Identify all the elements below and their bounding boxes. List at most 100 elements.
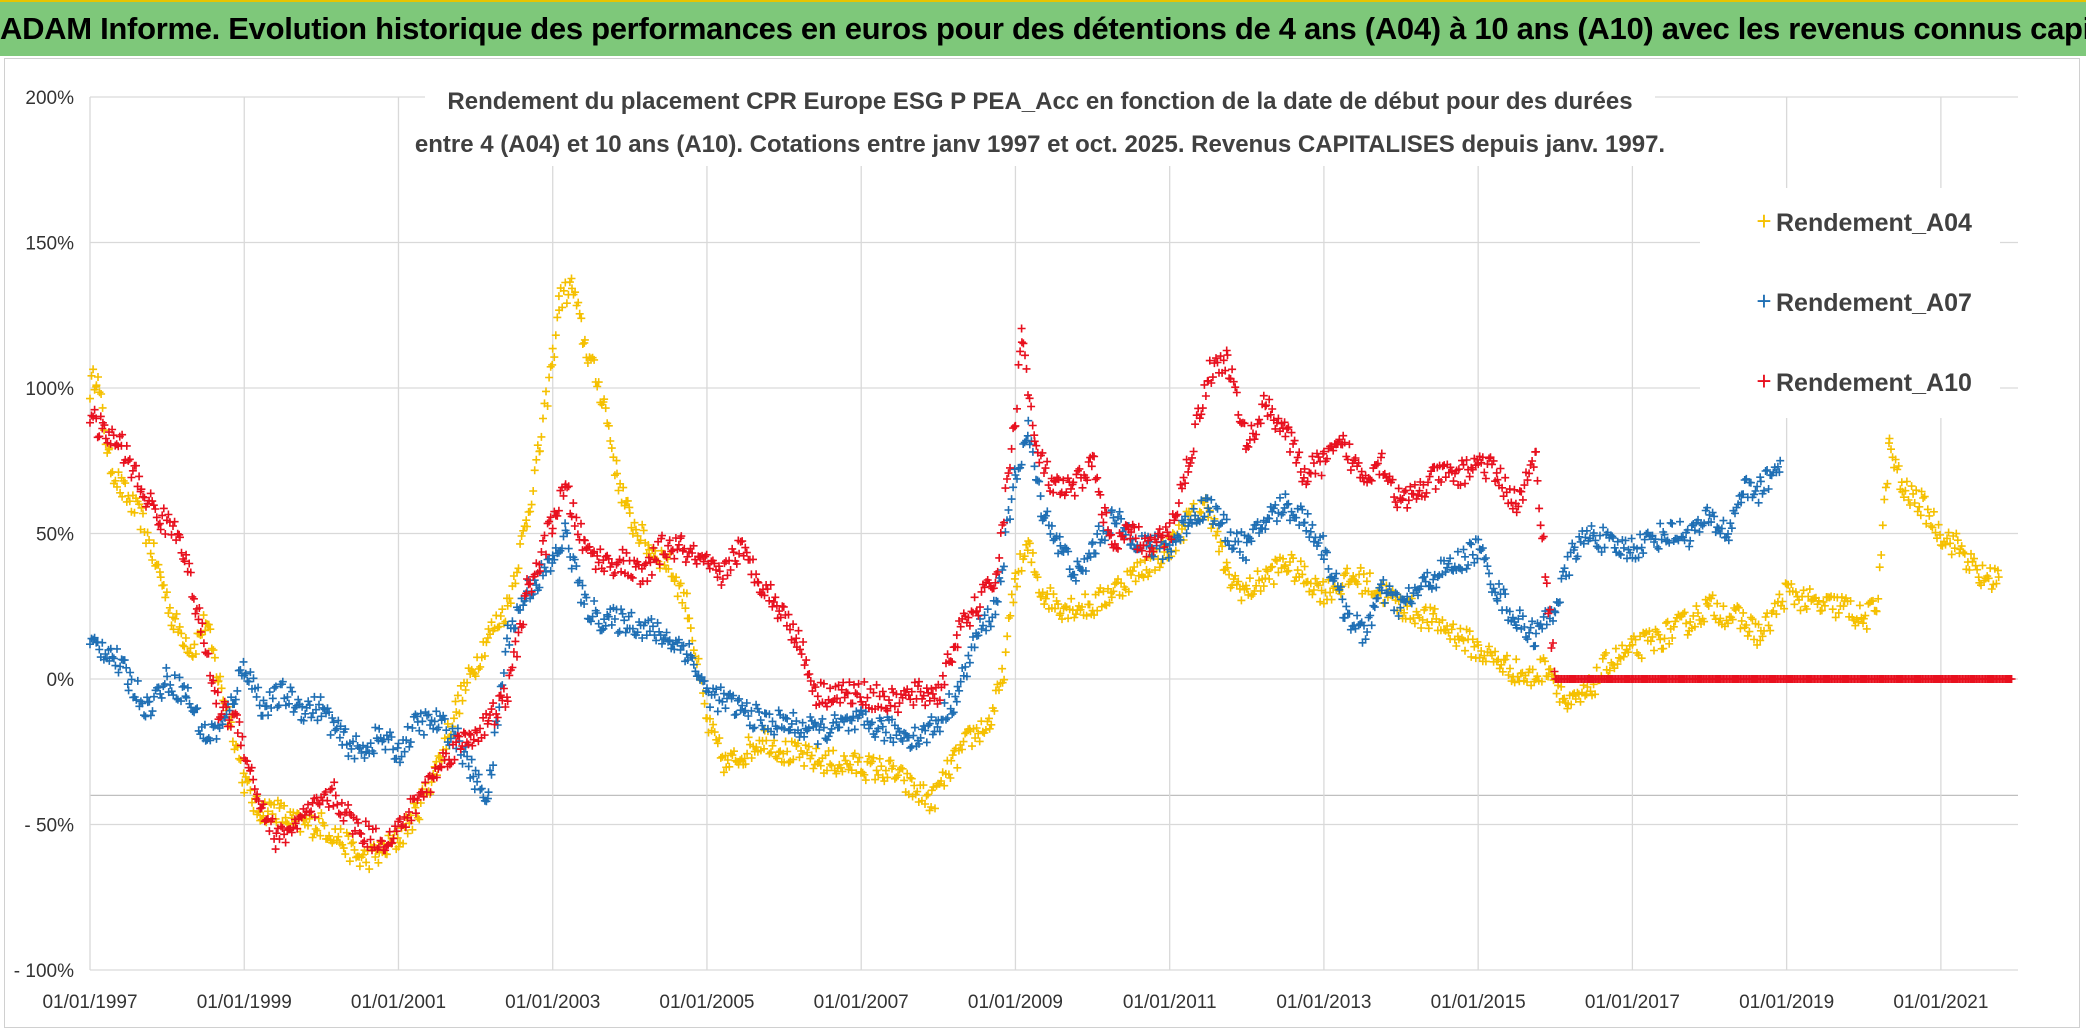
data-point: [816, 761, 825, 770]
data-point: [254, 683, 263, 692]
data-point: [1025, 394, 1034, 403]
data-point: [578, 581, 587, 590]
data-point: [359, 850, 367, 859]
data-point: [1081, 590, 1090, 599]
data-point: [1282, 424, 1291, 433]
data-point: [775, 607, 784, 616]
data-point: [1343, 564, 1352, 573]
data-point: [1353, 611, 1362, 620]
data-point: [1685, 542, 1694, 551]
data-point: [1480, 468, 1489, 477]
data-point: [567, 512, 576, 521]
data-point: [526, 507, 535, 516]
data-point: [339, 816, 348, 825]
data-point: [1432, 583, 1441, 592]
data-point: [1120, 535, 1129, 544]
data-point: [1087, 462, 1096, 471]
data-point: [1173, 531, 1182, 540]
data-point: [1104, 526, 1112, 535]
data-point: [275, 835, 284, 844]
data-point: [1456, 624, 1465, 633]
data-point: [564, 482, 573, 491]
data-point: [96, 412, 105, 421]
data-point: [577, 519, 585, 528]
data-point: [1485, 642, 1493, 651]
data-point: [673, 592, 682, 601]
data-point: [1001, 528, 1010, 536]
data-point: [275, 804, 284, 812]
data-point: [1504, 671, 1513, 679]
data-point: [1498, 667, 1507, 676]
data-point: [1551, 608, 1560, 617]
data-point: [600, 615, 609, 624]
data-point: [1201, 392, 1210, 400]
data-point: [1247, 421, 1256, 430]
data-point: [1412, 494, 1421, 503]
data-point: [1537, 677, 1546, 686]
data-point: [1356, 563, 1365, 572]
data-point: [477, 784, 486, 793]
data-point: [554, 506, 563, 515]
data-point: [287, 828, 296, 837]
data-point: [614, 486, 623, 495]
data-point: [435, 762, 444, 771]
data-point: [800, 732, 809, 741]
data-point: [860, 677, 869, 686]
data-point: [721, 751, 730, 760]
data-point: [1366, 475, 1375, 484]
data-point: [1426, 603, 1435, 612]
data-point: [108, 652, 117, 661]
data-point: [1360, 621, 1368, 630]
data-point: [1171, 537, 1180, 546]
data-point: [225, 716, 234, 725]
data-point: [1293, 566, 1302, 575]
data-point: [1599, 523, 1608, 532]
data-point: [199, 639, 208, 648]
data-point: [1802, 605, 1811, 613]
data-point: [1255, 529, 1264, 537]
data-point: [1491, 588, 1500, 597]
data-point: [267, 704, 276, 712]
data-point: [1100, 503, 1109, 512]
data-point: [539, 414, 547, 423]
data-point: [1377, 449, 1386, 458]
data-point: [172, 694, 181, 703]
data-point: [231, 709, 240, 718]
data-point: [1563, 552, 1572, 561]
data-point: [1188, 453, 1196, 462]
data-point: [927, 713, 936, 722]
data-point: [486, 711, 494, 719]
data-point: [213, 688, 222, 697]
data-point: [906, 773, 915, 782]
data-point: [1235, 547, 1244, 556]
data-point: [1313, 579, 1321, 588]
data-point: [847, 766, 856, 775]
data-point: [991, 578, 1000, 587]
data-point: [710, 690, 719, 699]
data-point: [590, 355, 599, 364]
data-point: [1377, 586, 1386, 595]
data-point: [1016, 347, 1025, 356]
data-point: [1205, 356, 1214, 365]
data-point: [1885, 434, 1894, 443]
data-point: [907, 687, 916, 696]
data-point: [575, 576, 584, 585]
data-point: [1176, 535, 1185, 544]
data-point: [1253, 567, 1262, 576]
data-point: [1581, 691, 1590, 700]
data-point: [537, 548, 546, 556]
data-point: [710, 728, 719, 737]
data-point: [1290, 436, 1299, 445]
data-point: [996, 528, 1005, 537]
data-point: [1033, 573, 1042, 582]
data-point: [2007, 675, 2016, 683]
data-point: [1000, 675, 1009, 684]
data-point: [240, 788, 249, 797]
data-point: [656, 631, 665, 640]
data-point: [130, 508, 139, 517]
data-point: [1746, 613, 1755, 622]
x-tick-label: 01/01/2015: [1431, 992, 1526, 1013]
data-point: [989, 584, 998, 593]
data-point: [1365, 569, 1374, 578]
data-point: [1017, 324, 1026, 333]
